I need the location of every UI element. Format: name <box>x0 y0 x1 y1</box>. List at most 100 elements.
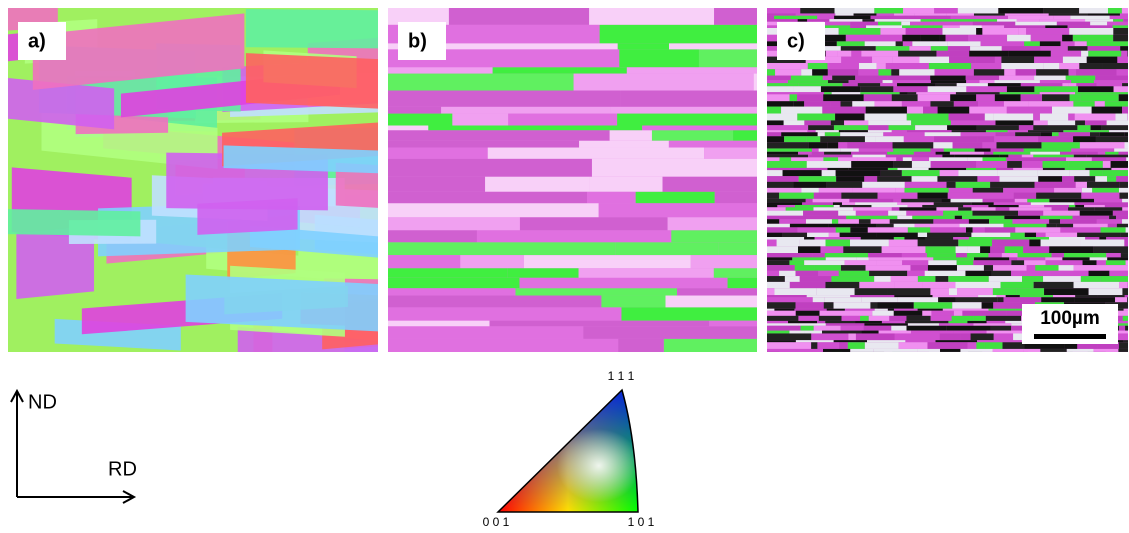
ebsd-grain <box>1024 148 1055 151</box>
ebsd-grain <box>828 142 839 148</box>
ebsd-grain <box>894 309 918 311</box>
ebsd-grain <box>636 192 715 203</box>
ebsd-grain <box>878 69 891 75</box>
ebsd-grain <box>1111 168 1129 170</box>
ebsd-grain <box>884 352 892 355</box>
ebsd-grain <box>893 80 931 83</box>
ebsd-grain <box>1062 176 1074 182</box>
ebsd-grain <box>388 141 579 148</box>
ebsd-grain <box>892 130 907 132</box>
ebsd-grain <box>991 148 1024 151</box>
ebsd-grain <box>388 67 493 73</box>
ebsd-grain <box>1049 237 1085 239</box>
ebsd-grain <box>831 120 844 125</box>
ebsd-grain <box>877 176 911 182</box>
ebsd-grain <box>865 342 899 349</box>
ipf-outline <box>498 390 638 512</box>
ebsd-grain <box>829 311 872 316</box>
ebsd-grain <box>1097 219 1122 224</box>
ebsd-grain <box>798 152 812 155</box>
ebsd-grain <box>968 148 975 151</box>
ebsd-grain <box>1106 260 1126 265</box>
ebsd-grain <box>823 349 850 352</box>
ebsd-grain <box>867 340 905 342</box>
ebsd-grain <box>948 46 970 51</box>
ebsd-grain <box>821 86 860 92</box>
ebsd-grain <box>1121 233 1128 237</box>
ebsd-grain <box>896 41 903 46</box>
ebsd-grain <box>956 92 1000 94</box>
ebsd-grain <box>1095 76 1129 81</box>
ebsd-grain <box>839 271 869 276</box>
ebsd-grain <box>798 246 820 253</box>
ebsd-grain <box>978 295 996 297</box>
ebsd-grain <box>1081 193 1119 199</box>
ebsd-grain <box>520 217 668 230</box>
ebsd-grain <box>914 152 936 155</box>
ebsd-grain <box>1053 295 1075 297</box>
ebsd-grain <box>1076 182 1087 188</box>
ebsd-grain <box>789 260 804 265</box>
ebsd-grain <box>1114 148 1129 151</box>
ebsd-grain <box>788 80 828 83</box>
ebsd-grain <box>1085 120 1107 125</box>
ebsd-grain <box>825 282 859 288</box>
ebsd-grain <box>767 152 798 155</box>
ebsd-grain <box>820 246 843 253</box>
ebsd-grain <box>834 125 868 130</box>
ebsd-grain <box>767 114 797 121</box>
ebsd-grain <box>967 157 982 161</box>
ebsd-grain <box>1034 282 1074 288</box>
ebsd-grain <box>849 168 888 170</box>
ebsd-grain <box>956 246 968 253</box>
ebsd-grain <box>968 246 981 253</box>
ebsd-grain <box>999 176 1038 182</box>
ebsd-grain <box>907 271 924 276</box>
ebsd-grain <box>618 43 669 49</box>
ebsd-grain <box>955 216 962 219</box>
ebsd-grain <box>927 233 971 237</box>
ebsd-grain <box>388 148 488 159</box>
ebsd-grain <box>841 316 860 321</box>
ebsd-grain <box>897 83 936 86</box>
ebsd-grain <box>922 205 963 207</box>
ebsd-grain <box>767 257 792 260</box>
ebsd-grain <box>1121 92 1129 94</box>
ebsd-grain <box>927 342 967 349</box>
ebsd-grain <box>587 192 636 203</box>
ebsd-grain <box>967 321 986 323</box>
ebsd-grain <box>1007 107 1052 114</box>
ebsd-grain <box>855 321 882 323</box>
ebsd-grain <box>858 69 878 75</box>
ebsd-grain <box>976 94 995 101</box>
ebsd-grain <box>989 276 1022 282</box>
ebsd-grain <box>995 16 1008 19</box>
ebsd-grain <box>767 282 790 288</box>
ebsd-grain <box>1079 8 1108 13</box>
ebsd-grain <box>933 257 974 260</box>
ebsd-grain <box>388 296 601 308</box>
ebsd-grain <box>1099 237 1106 239</box>
ebsd-grain <box>1040 41 1061 46</box>
ebsd-grain <box>1100 132 1124 136</box>
ebsd-grain <box>767 237 804 239</box>
ebsd-grain <box>982 25 1004 28</box>
ebsd-grain <box>908 227 918 232</box>
ebsd-grain <box>767 19 798 22</box>
ebsd-grain <box>904 257 933 260</box>
ebsd-grain <box>1106 253 1121 257</box>
ebsd-grain <box>1031 202 1075 205</box>
ebsd-grain <box>1068 46 1088 51</box>
ebsd-grain <box>900 92 908 94</box>
ebsd-grain <box>767 16 774 19</box>
ebsd-grain <box>940 333 961 340</box>
ebsd-grain <box>767 253 813 257</box>
ebsd-grain <box>790 224 828 228</box>
ebsd-grain <box>977 340 1022 342</box>
ebsd-grain <box>388 278 519 288</box>
ebsd-grain <box>1096 260 1105 265</box>
ebsd-grain <box>962 216 1004 219</box>
ebsd-grain <box>767 295 807 297</box>
ebsd-grain <box>1089 271 1110 276</box>
ebsd-grain <box>1002 46 1041 51</box>
